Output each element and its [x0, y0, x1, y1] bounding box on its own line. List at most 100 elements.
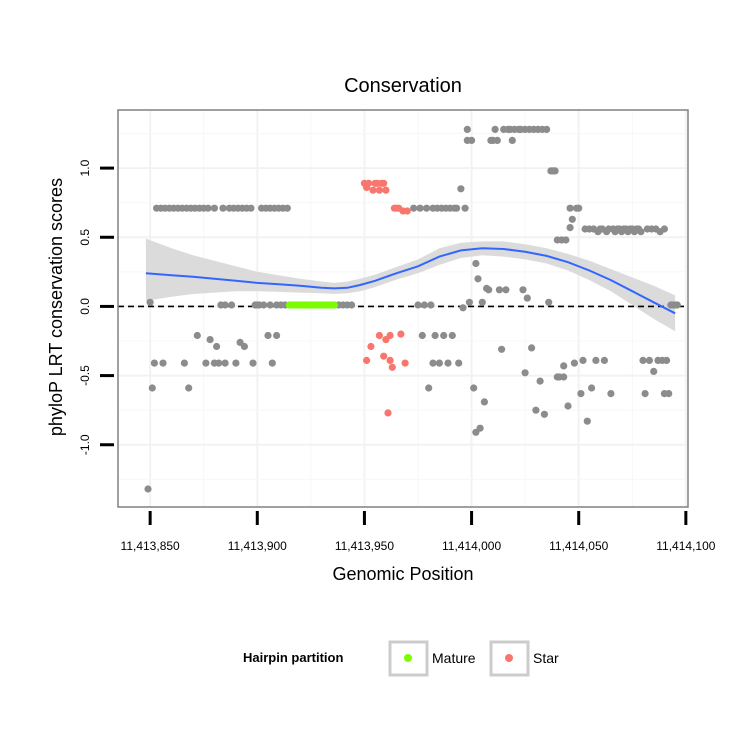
data-point-other [420, 301, 428, 309]
y-tick-label: 0.5 [78, 229, 92, 246]
data-point-other [414, 301, 422, 309]
y-axis-title: phyloP LRT conservation scores [46, 178, 66, 436]
data-point-other [637, 228, 645, 236]
data-point-star [369, 186, 377, 194]
data-point-other [435, 359, 443, 367]
data-point-other [639, 356, 647, 364]
data-point-other [566, 224, 574, 232]
data-point-other [185, 384, 193, 392]
x-axis-title: Genomic Position [332, 564, 473, 584]
data-point-star [375, 186, 383, 194]
x-axis: 11,413,850 11,413,900 11,413,950 11,414,000… [121, 511, 716, 553]
data-point-other [425, 384, 433, 392]
data-point-other [273, 331, 281, 340]
data-point-other [468, 136, 476, 144]
legend-entry-star: Star [489, 640, 559, 677]
smooth-curve [145, 247, 676, 315]
x-tick-label: 11,414,000 [442, 539, 501, 553]
data-point-other [663, 356, 671, 364]
data-point-other [592, 356, 600, 364]
y-tick-label: 0.0 [78, 298, 92, 315]
data-point-other [650, 367, 658, 375]
data-point-other [206, 336, 214, 344]
legend: Hairpin partition Mature Star [243, 640, 559, 677]
data-point-star [380, 352, 388, 360]
data-point-other [543, 125, 551, 133]
data-point-other [568, 215, 576, 223]
data-point-other [521, 369, 529, 377]
data-point-star [401, 359, 409, 367]
smooth-confidence-band [145, 238, 676, 332]
data-point-other [193, 331, 201, 340]
data-point-star [382, 186, 390, 194]
y-tick-label: -1.0 [78, 434, 92, 455]
x-tick-label: 11,413,950 [335, 539, 394, 553]
data-point-other [459, 304, 467, 312]
data-point-other [453, 204, 461, 212]
data-point-other [532, 406, 540, 414]
data-point-other [410, 204, 418, 212]
data-point-other [498, 345, 506, 353]
legend-entry-mature: Mature [388, 640, 476, 677]
data-point-other [416, 204, 424, 212]
data-point-star [380, 179, 388, 187]
data-point-other [348, 301, 356, 309]
data-point-other [448, 331, 456, 340]
data-point-other [600, 356, 609, 364]
data-point-other [461, 204, 469, 212]
data-point-other [485, 286, 493, 294]
data-point-other [564, 402, 572, 410]
data-point-other [219, 204, 227, 212]
confidence-band [145, 238, 676, 332]
data-point-other [478, 298, 486, 306]
data-point-mature [330, 301, 338, 309]
data-point-other [463, 125, 471, 133]
data-point-other [221, 359, 229, 367]
data-point-other [440, 331, 448, 340]
smooth-trend-line [145, 247, 676, 315]
data-point-other [491, 125, 499, 133]
data-point-other [268, 359, 276, 367]
data-point-other [210, 204, 218, 212]
data-point-other [213, 342, 221, 351]
data-point-other [474, 275, 482, 283]
data-point-other [673, 301, 681, 309]
data-point-star [403, 207, 411, 215]
x-tick-label: 11,414,050 [549, 539, 608, 553]
data-point-other [146, 298, 154, 306]
data-point-other [247, 204, 255, 212]
data-point-star [386, 356, 394, 364]
data-point-other [551, 167, 559, 175]
x-tick-label: 11,414,100 [656, 539, 715, 553]
data-point-other [508, 136, 516, 144]
data-point-other [266, 301, 274, 309]
legend-dot-mature [404, 654, 412, 662]
data-point-other [240, 342, 248, 351]
y-tick-label: 1.0 [78, 159, 92, 176]
data-point-other [540, 410, 549, 418]
data-point-star [388, 363, 396, 371]
data-point-other [180, 359, 188, 367]
data-point-other [566, 204, 574, 212]
data-point-other [204, 204, 212, 212]
data-point-star [397, 330, 405, 338]
data-point-other [221, 301, 229, 309]
data-point-other [228, 301, 236, 309]
data-point-other [536, 377, 544, 385]
data-point-other [645, 356, 654, 364]
data-point-other [575, 204, 583, 212]
data-point-star [363, 356, 371, 364]
legend-dot-star [505, 654, 513, 662]
data-point-other [560, 373, 568, 381]
data-point-other [583, 417, 591, 425]
data-point-other [429, 359, 437, 367]
y-tick-label: -0.5 [78, 365, 92, 386]
data-point-other [523, 294, 531, 302]
data-point-other [465, 298, 473, 306]
data-point-other [607, 390, 615, 398]
data-point-other [283, 204, 291, 212]
data-point-other [470, 384, 478, 392]
data-point-other [148, 384, 156, 392]
data-point-other [545, 298, 553, 306]
